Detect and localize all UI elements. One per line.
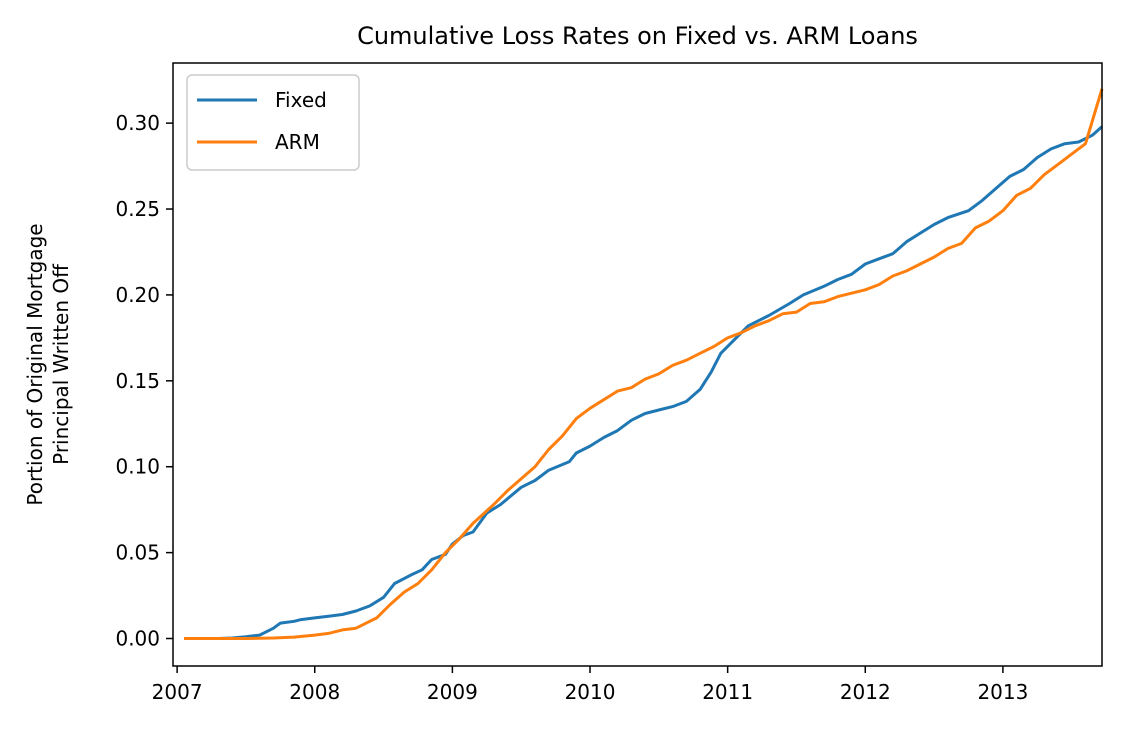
series-layer [184,88,1104,640]
y-tick-label: 0.15 [115,369,160,393]
legend-label-arm: ARM [275,130,320,154]
x-tick-label: 2011 [702,680,753,704]
series-line-fixed [184,125,1104,640]
chart-title: Cumulative Loss Rates on Fixed vs. ARM L… [357,22,918,50]
legend: Fixed ARM [186,74,360,171]
x-tick-label: 2013 [977,680,1028,704]
y-axis-label-line-2: Principal Written Off [49,263,73,465]
y-tick-label: 0.00 [115,627,160,651]
x-tick-label: 2010 [565,680,616,704]
x-tick-label: 2007 [152,680,203,704]
y-tick-label: 0.20 [115,283,160,307]
series-line-arm [184,88,1104,640]
y-tick-label: 0.05 [115,541,160,565]
legend-box [186,74,360,171]
y-axis-label: Portion of Original Mortgage Principal W… [23,223,73,505]
legend-label-fixed: Fixed [275,88,327,112]
x-tick-label: 2012 [840,680,891,704]
y-tick-label: 0.25 [115,197,160,221]
x-tick-label: 2008 [289,680,340,704]
ticks-layer: 2007 2008 2009 2010 2011 2012 2013 0.00 0.05 0.10… [115,111,1028,704]
y-tick-label: 0.10 [115,455,160,479]
plot-frame [172,62,1103,667]
y-tick-label: 0.30 [115,111,160,135]
y-axis-label-line-1: Portion of Original Mortgage [23,223,47,505]
x-tick-label: 2009 [427,680,478,704]
